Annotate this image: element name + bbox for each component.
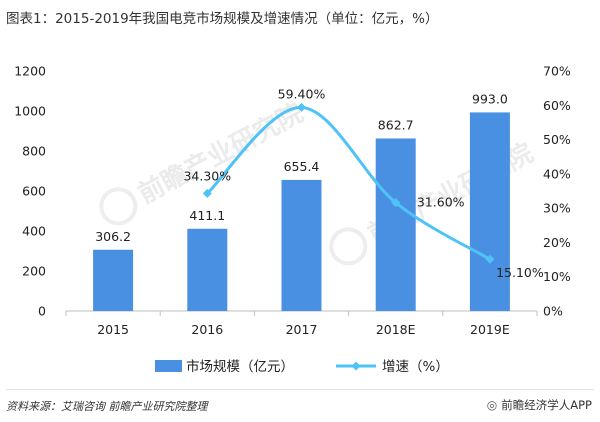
wechat-icon: ◎ (486, 398, 498, 412)
y-left-tick-label: 0 (38, 304, 46, 319)
source-note: 资料来源：艾瑞咨询 前瞻产业研究院整理 (6, 400, 208, 413)
bars-layer (93, 112, 510, 312)
growth-point-marker (202, 188, 212, 198)
growth-value-label: 31.60% (417, 195, 465, 210)
growth-value-label: 34.30% (183, 168, 231, 183)
growth-line-layer (202, 102, 495, 264)
watermark-logo-icon (99, 187, 138, 226)
y-right-tick-label: 60% (543, 98, 571, 113)
bar-value-label: 306.2 (95, 229, 131, 244)
axes-layer: 0 200 400 600 800 1000 1200 0% 10% 20% 30% 40% 50% 60… (14, 64, 571, 338)
legend-line-label: 增速（%） (382, 359, 449, 375)
bar-2016 (187, 228, 228, 311)
footer-divider (6, 389, 594, 390)
growth-value-label: 59.40% (278, 86, 326, 101)
y-left-tick-label: 1000 (14, 104, 46, 119)
bar-value-label: 655.4 (284, 159, 320, 174)
y-left-tick-label: 800 (22, 144, 46, 159)
x-category-label: 2018E (376, 322, 416, 337)
growth-value-label: 15.10% (496, 265, 544, 280)
bar-value-label: 411.1 (189, 208, 225, 223)
bar-2019E (469, 112, 510, 312)
x-category-label: 2016 (191, 322, 223, 337)
y-right-tick-label: 70% (543, 64, 571, 79)
bar-2015 (93, 249, 134, 311)
legend: 市场规模（亿元） 增速（%） (155, 358, 449, 375)
y-left-tick-label: 200 (22, 264, 46, 279)
bar-value-label: 862.7 (378, 117, 414, 132)
chart-title: 图表1：2015-2019年我国电竞市场规模及增速情况（单位：亿元，%） (6, 11, 439, 27)
legend-bar-label: 市场规模（亿元） (186, 358, 294, 375)
bar-value-label: 993.0 (472, 91, 508, 106)
growth-point-marker (297, 102, 306, 112)
growth-point-marker (391, 198, 401, 208)
y-right-tick-label: 50% (543, 132, 571, 147)
growth-series-line (206, 105, 491, 261)
footer-brand: ◎ 前瞻经济学人APP (487, 397, 592, 413)
y-left-tick-label: 400 (22, 224, 46, 239)
legend-bar-swatch (155, 360, 182, 372)
x-category-label: 2019E (470, 322, 510, 337)
y-left-tick-label: 1200 (14, 64, 46, 79)
y-right-tick-label: 10% (543, 269, 571, 284)
growth-point-marker (485, 254, 495, 264)
y-right-tick-label: 40% (543, 166, 571, 181)
legend-line-marker (351, 361, 361, 371)
x-category-label: 2015 (97, 322, 129, 337)
y-right-tick-label: 0% (543, 304, 563, 319)
watermark-logo-icon (329, 227, 368, 266)
bar-2017 (281, 179, 322, 311)
y-right-tick-label: 20% (543, 235, 571, 250)
x-category-label: 2017 (286, 322, 318, 337)
brand-label: 前瞻经济学人APP (501, 398, 592, 412)
data-labels-layer: 306.2 411.1 655.4 862.7 993.0 34.30% 59.40% 31.… (95, 86, 544, 280)
y-left-tick-label: 600 (22, 184, 46, 199)
bar-2018E (375, 138, 416, 311)
y-right-tick-label: 30% (543, 201, 571, 216)
